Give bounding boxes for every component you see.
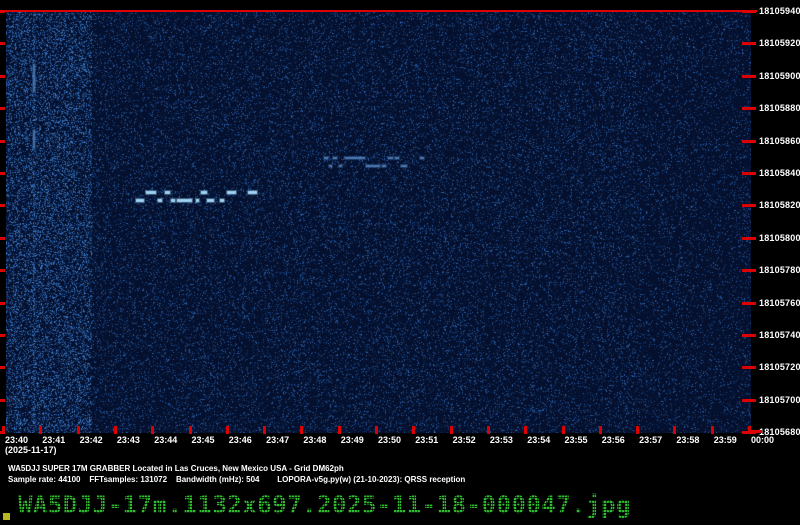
freq-tick-left <box>0 334 5 337</box>
freq-tick-right <box>742 236 756 240</box>
time-tick-label: 23:50 <box>378 435 402 445</box>
time-tick <box>76 426 80 434</box>
time-tick <box>710 426 714 434</box>
freq-tick-right <box>742 74 756 78</box>
time-tick <box>151 426 155 434</box>
time-tick-label: 23:54 <box>527 435 551 445</box>
freq-tick-right <box>742 269 756 273</box>
freq-tick-left <box>0 107 5 111</box>
spectrogram-canvas <box>6 12 751 433</box>
time-tick <box>673 426 677 434</box>
freq-tick-label: 18105940 <box>759 6 800 16</box>
station-info-line: WA5DJJ SUPER 17M GRABBER Located in Las … <box>8 464 344 473</box>
time-tick-label: 23:49 <box>340 435 364 445</box>
time-tick <box>39 426 43 434</box>
time-tick-label: 23:53 <box>489 435 513 445</box>
freq-tick-right <box>742 10 756 13</box>
time-tick <box>2 426 5 434</box>
time-tick <box>412 426 416 434</box>
freq-tick-label: 18105920 <box>759 38 800 49</box>
corner-marker-square <box>3 513 10 520</box>
freq-tick-right <box>742 301 756 305</box>
freq-tick-label: 18105700 <box>759 394 800 405</box>
time-tick-label: 23:56 <box>601 435 625 445</box>
time-tick <box>300 426 304 434</box>
time-tick-label: 23:51 <box>415 435 439 445</box>
image-filename-text: WA5DJJ-17m.1132x697.2025-11-18-000047.jp… <box>18 491 631 519</box>
time-tick-label: 23:52 <box>452 435 476 445</box>
time-tick <box>636 426 640 434</box>
date-label: (2025-11-17) <box>5 445 57 455</box>
freq-tick-label: 18105880 <box>759 103 800 114</box>
time-tick-label: 23:57 <box>639 435 663 445</box>
time-tick-label: 23:43 <box>116 435 140 445</box>
freq-tick-left <box>0 366 5 370</box>
freq-tick-left <box>0 269 5 273</box>
freq-tick-left <box>0 398 5 402</box>
time-tick-label: 23:42 <box>79 435 103 445</box>
time-tick-label: 23:58 <box>676 435 700 445</box>
time-tick <box>598 426 602 434</box>
freq-tick-right <box>742 139 756 143</box>
freq-tick-label: 18105800 <box>759 232 800 243</box>
time-tick <box>263 426 267 434</box>
freq-tick-right <box>742 366 756 370</box>
freq-tick-label: 18105860 <box>759 135 800 146</box>
freq-tick-label: 18105780 <box>759 265 800 276</box>
time-tick-label: 23:41 <box>42 435 66 445</box>
time-tick <box>524 426 528 434</box>
time-tick-label: 00:00 <box>751 435 775 445</box>
freq-tick-left <box>0 74 5 78</box>
time-tick-label: 23:44 <box>154 435 178 445</box>
time-tick-label: 23:47 <box>266 435 290 445</box>
freq-tick-right <box>742 398 756 402</box>
time-tick-label: 23:59 <box>713 435 737 445</box>
freq-tick-label: 18105900 <box>759 70 800 81</box>
freq-tick-left <box>0 172 5 175</box>
freq-tick-right <box>742 172 756 175</box>
freq-tick-label: 18105760 <box>759 297 800 308</box>
freq-tick-right <box>742 204 756 208</box>
freq-tick-label: 18105720 <box>759 362 800 373</box>
freq-tick-left <box>0 204 5 208</box>
freq-tick-left <box>0 139 5 143</box>
time-tick-label: 23:45 <box>191 435 215 445</box>
freq-tick-left <box>0 42 5 46</box>
freq-tick-right <box>742 334 756 337</box>
time-tick <box>337 426 341 434</box>
settings-info-line: Sample rate: 44100 FFTsamples: 131072 Ba… <box>8 475 466 484</box>
freq-tick-left <box>0 236 5 240</box>
time-tick <box>188 426 192 434</box>
time-tick <box>375 426 378 434</box>
axis-corner-mark <box>748 430 762 433</box>
freq-tick-label: 18105820 <box>759 200 800 211</box>
time-tick <box>225 426 229 434</box>
freq-tick-label: 18105680 <box>759 427 800 438</box>
freq-tick-label: 18105840 <box>759 168 800 178</box>
time-tick <box>486 426 490 434</box>
time-tick <box>449 426 453 434</box>
time-tick-label: 23:46 <box>228 435 252 445</box>
time-tick-label: 23:40 <box>5 435 29 445</box>
freq-tick-left <box>0 301 5 305</box>
freq-tick-label: 18105740 <box>759 330 800 340</box>
time-tick-label: 23:48 <box>303 435 327 445</box>
freq-tick-right <box>742 107 756 111</box>
freq-tick-right <box>742 42 756 46</box>
time-tick-label: 23:55 <box>564 435 588 445</box>
top-frequency-line <box>0 10 757 12</box>
freq-tick-left <box>0 10 5 13</box>
time-tick <box>561 426 565 434</box>
time-tick <box>113 426 117 434</box>
